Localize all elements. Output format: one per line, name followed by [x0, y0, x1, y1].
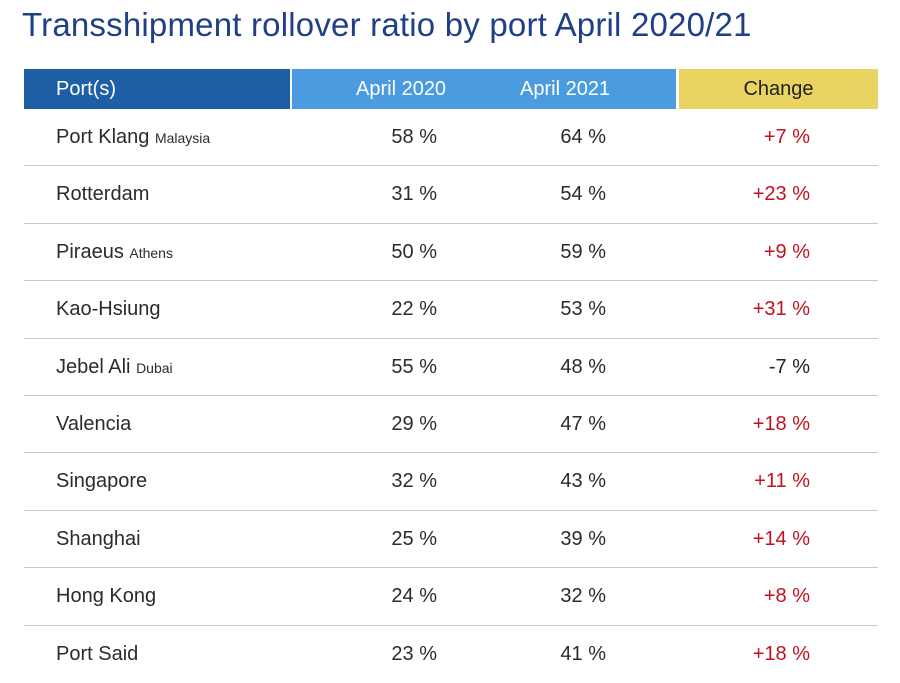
table-row: Valencia 29 % 47 % +18 % [24, 396, 878, 454]
table-row: Jebel Ali Dubai 55 % 48 % -7 % [24, 339, 878, 396]
cell-april-2020: 24 % [391, 585, 437, 608]
cell-port: Valencia [56, 396, 131, 453]
header-change: Change [679, 69, 878, 109]
cell-port: Kao-Hsiung [56, 281, 161, 338]
port-name: Shanghai [56, 527, 141, 550]
table-row: Shanghai 25 % 39 % +14 % [24, 511, 878, 569]
port-name: Port Klang [56, 126, 150, 148]
table-row: Rotterdam 31 % 54 % +23 % [24, 166, 878, 224]
cell-change: +11 % [754, 470, 810, 493]
port-location: Malaysia [154, 130, 211, 146]
cell-change: +9 % [763, 240, 810, 263]
cell-april-2021: 48 % [560, 355, 606, 378]
cell-change: +23 % [752, 183, 810, 206]
cell-port: Port Said [56, 626, 138, 683]
port-name: Hong Kong [56, 585, 157, 608]
cell-april-2021: 59 % [560, 240, 606, 263]
cell-april-2021: 32 % [560, 585, 606, 608]
table-body: Port Klang Malaysia 58 % 64 % +7 % Rotterdam… [24, 109, 878, 683]
cell-april-2020: 32 % [391, 470, 437, 493]
port-name: Valencia [56, 412, 132, 435]
cell-april-2021: 64 % [560, 126, 606, 148]
table-row: Port Klang Malaysia 58 % 64 % +7 % [24, 109, 878, 167]
cell-april-2020: 25 % [391, 527, 437, 550]
port-location: Dubai [136, 359, 173, 376]
cell-port: Singapore [56, 453, 147, 510]
cell-change: -7 % [768, 355, 810, 378]
cell-change: +8 % [763, 585, 810, 608]
table-row: Kao-Hsiung 22 % 53 % +31 % [24, 281, 878, 339]
header-april-2020: April 2020 [356, 78, 447, 100]
cell-change: +7 % [763, 126, 810, 148]
cell-port: Shanghai [56, 511, 141, 568]
port-name: Port Said [56, 642, 139, 665]
cell-april-2020: 23 % [391, 642, 437, 665]
cell-change: +14 % [752, 527, 810, 550]
port-location: Athens [129, 244, 173, 261]
port-name: Piraeus [56, 240, 124, 263]
table-row: Port Said 23 % 41 % +18 % [24, 626, 878, 683]
port-name: Rotterdam [56, 183, 150, 206]
cell-april-2021: 43 % [560, 470, 606, 493]
cell-april-2021: 54 % [560, 183, 606, 206]
cell-april-2020: 22 % [391, 298, 437, 321]
cell-april-2020: 58 % [391, 126, 437, 148]
cell-port: Port Klang Malaysia [56, 109, 210, 167]
port-name: Singapore [56, 470, 148, 493]
table-row: Hong Kong 24 % 32 % +8 % [24, 568, 878, 626]
cell-april-2020: 50 % [391, 240, 437, 263]
cell-port: Piraeus Athens [56, 224, 173, 282]
cell-april-2020: 29 % [391, 412, 437, 435]
cell-change: +18 % [752, 642, 810, 665]
header-port: Port(s) [24, 69, 290, 109]
table-row: Singapore 32 % 43 % +11 % [24, 453, 878, 511]
cell-april-2020: 31 % [391, 183, 437, 206]
cell-april-2021: 47 % [560, 412, 606, 435]
cell-port: Hong Kong [56, 568, 156, 625]
table-header: Port(s) April 2020 April 2021 Change [24, 69, 878, 109]
cell-april-2021: 39 % [560, 527, 606, 550]
table-row: Piraeus Athens 50 % 59 % +9 % [24, 224, 878, 282]
port-name: Jebel Ali [56, 355, 131, 378]
header-april-2021: April 2021 [520, 78, 611, 100]
port-name: Kao-Hsiung [56, 298, 161, 321]
cell-april-2021: 41 % [560, 642, 606, 665]
cell-port: Jebel Ali Dubai [56, 339, 173, 397]
cell-change: +31 % [752, 298, 810, 321]
chart-title: Transshipment rollover ratio by port Apr… [22, 6, 752, 43]
header-years-group: April 2020 April 2021 [292, 69, 676, 109]
cell-april-2020: 55 % [391, 355, 437, 378]
cell-port: Rotterdam [56, 166, 149, 223]
rollover-table: Port(s) April 2020 April 2021 Change Por… [24, 69, 878, 683]
cell-change: +18 % [752, 412, 810, 435]
cell-april-2021: 53 % [560, 298, 606, 321]
